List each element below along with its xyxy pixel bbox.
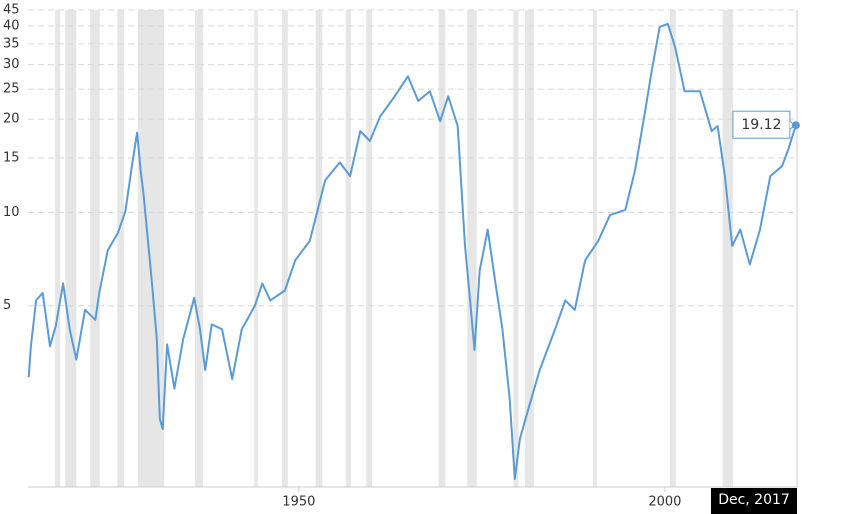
recession-band (467, 10, 477, 487)
y-tick-label: 40 (3, 18, 20, 33)
y-tick-label: 30 (3, 57, 20, 72)
recession-band (55, 10, 61, 487)
recession-band (90, 10, 100, 487)
x-tick-label: 1950 (282, 495, 315, 510)
recession-band (722, 10, 733, 487)
recession-band (194, 10, 203, 487)
x-tick-label: 2000 (648, 495, 681, 510)
data-line (27, 22, 797, 480)
y-tick-label: 45 (3, 3, 20, 18)
recession-band (315, 10, 323, 487)
recession-band (117, 10, 124, 487)
recession-band (366, 10, 373, 487)
recession-band (593, 10, 597, 487)
tooltip-date-box (711, 488, 797, 514)
last-point (791, 121, 800, 130)
y-tick-label: 15 (3, 150, 20, 165)
recession-band (254, 10, 258, 487)
recession-band (525, 10, 534, 487)
recession-band (438, 10, 446, 487)
recession-band (65, 10, 77, 487)
y-tick-label: 10 (3, 205, 20, 220)
recession-band (282, 10, 288, 487)
tooltip-value: 19.12 (741, 117, 781, 133)
y-tick-label: 35 (3, 36, 20, 51)
y-tick-label: 5 (3, 298, 11, 313)
tooltip-date: Dec, 2017 (718, 492, 790, 508)
y-tick-label: 25 (3, 82, 20, 97)
y-tick-label: 20 (3, 112, 20, 127)
recession-band (513, 10, 519, 487)
recession-band (345, 10, 351, 487)
recession-band (669, 10, 676, 487)
